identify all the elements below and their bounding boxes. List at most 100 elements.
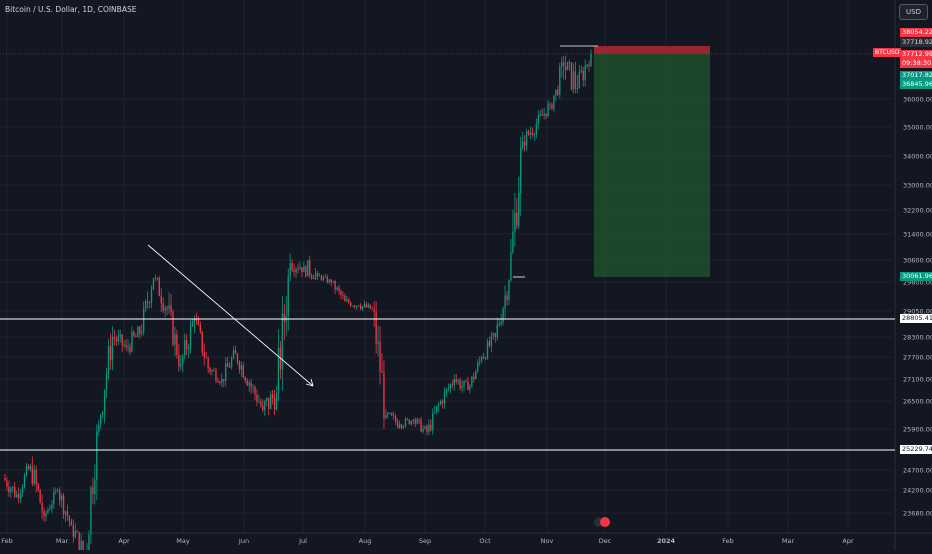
candle-body [559,66,561,95]
candle-body [549,103,551,105]
candle-body [23,475,26,488]
trendline [147,244,314,387]
candle-body [467,381,469,390]
price-tag: 25229.74 [900,445,932,454]
candle-body [459,380,461,389]
candle-body [451,384,454,386]
candle-body [168,305,170,310]
candle-body [498,324,500,326]
candle-body [533,134,536,136]
candle-body [238,362,241,370]
candle-body [350,302,352,307]
candle-body [441,401,444,404]
candle-body [55,490,57,492]
x-tick-label: Sep [419,537,431,545]
candle-body [521,141,524,149]
candle-body [527,131,530,135]
candle-body [352,305,354,307]
candle-body [506,295,508,300]
candle-body [269,394,272,410]
y-tick-label: 23680.00 [903,510,932,518]
candle-body [416,418,418,424]
candle-body [305,266,307,277]
currency-button[interactable]: USD [899,4,928,20]
x-tick-label: Aug [359,537,372,545]
candle-body [203,352,205,358]
candle-body [260,401,262,406]
candle-body [525,131,528,146]
candle-body [6,480,8,487]
x-tick-label: Nov [541,537,554,545]
candle-body [428,424,430,433]
candle-body [555,89,557,96]
candle-body [252,386,254,388]
candle-body [107,346,110,374]
candle-body [391,412,393,416]
candle-body [486,341,489,359]
candle-body [53,491,55,505]
candle-body [191,322,194,327]
candle-body [473,376,475,380]
candle-body [27,466,30,470]
candle-body [398,424,401,428]
y-tick-label: 28300.00 [903,334,932,342]
candle-body [553,95,555,109]
candle-body [248,382,250,386]
candle-body [152,278,155,290]
x-tick-label: Mar [782,537,795,545]
candle-body [326,277,328,283]
x-tick-label: Feb [722,537,734,545]
candle-body [232,350,235,359]
candle-body [299,267,301,270]
candle-body [72,525,75,537]
x-tick-label: Dec [599,537,612,545]
candle-body [266,397,268,401]
symbol-tag: BTCUSD [873,48,902,57]
candle-body [14,486,16,497]
candle-body [482,357,485,358]
candle-body [268,397,270,410]
candle-body [281,313,284,370]
candle-body [297,268,299,270]
candle-body [62,495,65,515]
candle-body [103,389,106,413]
candle-body [142,307,145,332]
candle-body [111,337,114,361]
candle-body [551,104,553,109]
candle-body [291,263,293,271]
candle-body [310,275,313,278]
candle-body [455,379,457,382]
candle-body [434,412,436,413]
candle-body [478,361,481,363]
candle-body [445,388,448,392]
candle-body [211,370,213,373]
candle-body [453,379,455,386]
candle-body [115,339,118,342]
price-tag: 36845.96 [900,80,932,89]
candle-body [355,306,358,308]
candle-body [201,331,203,353]
candle-body [127,346,129,347]
candle-body [443,391,446,404]
candle-body [223,379,225,381]
candle-body [133,331,135,337]
candle-body [146,301,149,303]
candle-body [170,305,172,313]
candle-body [301,267,303,272]
candle-body [31,466,34,484]
candle-body [535,124,538,135]
price-tag: 28805.41 [900,314,932,323]
candle-body [316,273,319,276]
candle-body [58,490,61,501]
candle-body [547,103,549,117]
y-tick-label: 35000.00 [903,124,932,132]
candle-body [25,466,28,476]
x-tick-label: Jul [298,537,307,545]
candle-body [371,308,373,310]
candle-body [242,365,244,378]
candle-body [322,277,325,280]
candle-body [420,419,422,432]
candle-body [496,324,498,337]
